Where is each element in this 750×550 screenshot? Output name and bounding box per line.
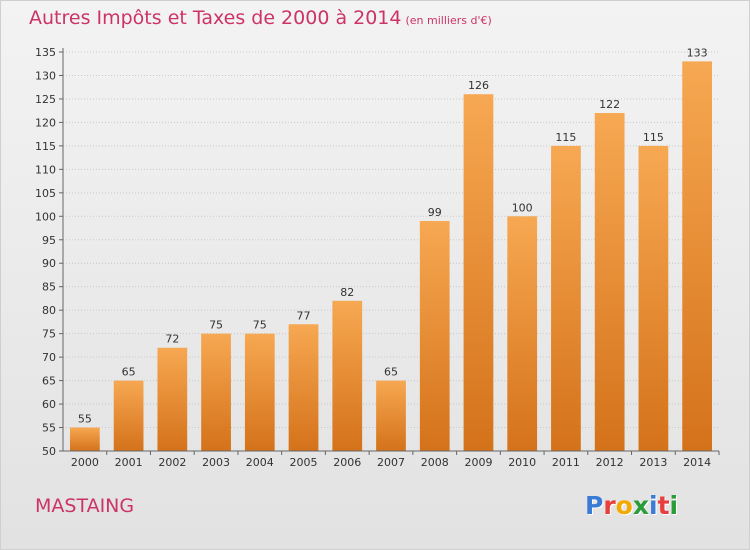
bar-value-label: 115 (643, 131, 664, 144)
bar (376, 380, 406, 451)
commune-name: MASTAING (35, 495, 135, 517)
brand-letter: i (649, 491, 658, 520)
y-tick-label: 125 (35, 93, 56, 106)
y-tick-label: 105 (35, 187, 56, 200)
bar-value-label: 77 (297, 309, 311, 322)
chart-title: Autres Impôts et Taxes de 2000 à 2014 (en… (29, 7, 492, 29)
x-tick-label: 2013 (639, 456, 667, 469)
brand-letter: x (632, 491, 649, 520)
bar (157, 347, 188, 451)
bar (332, 300, 363, 451)
bar (551, 145, 581, 451)
y-tick-label: 50 (42, 445, 56, 458)
x-axis: 2000 2001 2002 2003 2004 2005 2006 2007 2008 2009… (63, 450, 720, 469)
x-tick-label: 2009 (464, 456, 492, 469)
bar (288, 324, 319, 451)
bar (69, 427, 100, 451)
bar (638, 145, 669, 451)
bar-value-label: 55 (78, 413, 92, 426)
brand-letter: t (657, 491, 670, 520)
chart-title-unit: (en milliers d'€) (405, 14, 492, 27)
x-tick-label: 2014 (683, 456, 711, 469)
y-tick-label: 130 (35, 69, 56, 82)
bar-value-label: 122 (599, 98, 620, 111)
x-tick-label: 2008 (421, 456, 449, 469)
bar (463, 94, 494, 451)
bar-value-label: 99 (428, 206, 442, 219)
brand-letter: o (615, 491, 633, 520)
y-tick-label: 55 (42, 422, 56, 435)
bar-series: 55 65 72 75 75 77 82 65 99 126 100 115 122 115 133 (69, 46, 713, 451)
x-tick-label: 2012 (596, 456, 624, 469)
bar-value-label: 133 (687, 46, 708, 59)
y-tick-label: 95 (42, 234, 56, 247)
bar-value-label: 100 (512, 201, 533, 214)
x-tick-label: 2010 (508, 456, 536, 469)
y-tick-label: 135 (35, 46, 56, 59)
x-tick-label: 2001 (115, 456, 143, 469)
bar (682, 61, 713, 451)
bar-value-label: 82 (340, 286, 354, 299)
y-tick-label: 100 (35, 210, 56, 223)
x-tick-label: 2000 (71, 456, 99, 469)
x-tick-label: 2005 (290, 456, 318, 469)
bar (113, 380, 144, 451)
x-tick-label: 2007 (377, 456, 405, 469)
bar (201, 333, 231, 451)
brand-letter: i (669, 491, 679, 520)
bar-value-label: 115 (555, 131, 576, 144)
bar (244, 333, 275, 451)
y-tick-label: 110 (35, 163, 56, 176)
x-tick-label: 2006 (333, 456, 361, 469)
x-tick-label: 2002 (158, 456, 186, 469)
y-tick-label: 70 (42, 351, 56, 364)
y-tick-label: 115 (35, 140, 56, 153)
bar-value-label: 72 (165, 333, 179, 346)
bar-value-label: 75 (209, 319, 223, 332)
x-tick-label: 2003 (202, 456, 230, 469)
x-tick-label: 2011 (552, 456, 580, 469)
bar (419, 220, 450, 451)
bar-value-label: 75 (253, 319, 267, 332)
bar-value-label: 65 (122, 366, 136, 379)
chart-title-text: Autres Impôts et Taxes de 2000 à 2014 (29, 7, 402, 29)
y-tick-label: 80 (42, 304, 56, 317)
brand-letter: P (585, 491, 604, 520)
y-tick-label: 85 (42, 281, 56, 294)
bar (594, 113, 625, 451)
bar (507, 216, 538, 451)
y-tick-label: 65 (42, 375, 56, 388)
bar-value-label: 65 (384, 366, 398, 379)
y-tick-label: 90 (42, 257, 56, 270)
y-tick-label: 60 (42, 398, 56, 411)
y-tick-label: 75 (42, 328, 56, 341)
y-axis: 50 55 60 65 70 75 80 85 90 95 100 105 110 115 120 125 13… (35, 46, 64, 458)
brand-letter: r (603, 491, 616, 520)
bar-value-label: 126 (468, 79, 489, 92)
x-tick-label: 2004 (246, 456, 274, 469)
proxiti-logo[interactable]: Proxiti (585, 491, 678, 520)
y-tick-label: 120 (35, 116, 56, 129)
